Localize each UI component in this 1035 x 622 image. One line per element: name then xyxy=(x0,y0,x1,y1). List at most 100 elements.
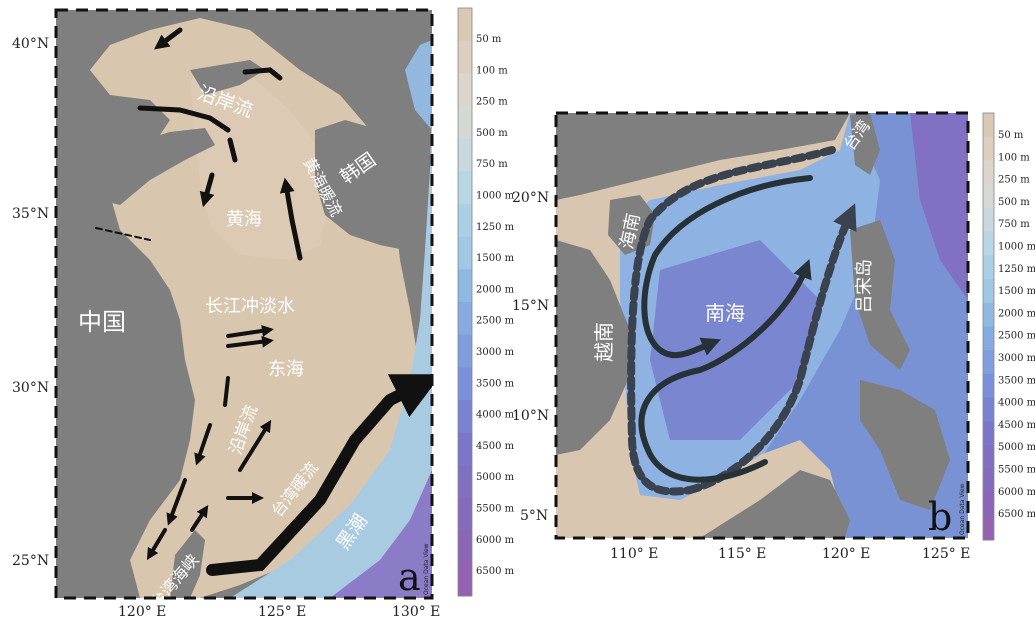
colorbar-label: 6000 m xyxy=(476,535,515,546)
colorbar-swatch xyxy=(458,204,472,238)
colorbar-border xyxy=(457,7,473,597)
colorbar-swatch xyxy=(458,106,472,140)
lon-tick-b-1: 115° E xyxy=(718,546,766,562)
colorbar-label: 1250 m xyxy=(476,222,515,233)
colorbar-label: 100 m xyxy=(476,65,508,76)
colorbar-swatch xyxy=(458,302,472,336)
colorbar-label: 1250 m xyxy=(998,264,1035,275)
current-arrows-a xyxy=(95,27,432,576)
colorbar-swatch xyxy=(458,334,472,368)
colorbar-swatch xyxy=(458,465,472,499)
yellow-sea-water xyxy=(190,75,330,260)
colorbar-label: 4500 m xyxy=(998,420,1035,431)
colorbar-label: 3500 m xyxy=(998,375,1035,386)
deep-water-mid xyxy=(405,40,432,130)
colorbar-label: 750 m xyxy=(476,159,508,170)
colorbar-label: 500 m xyxy=(998,197,1030,208)
colorbar-swatch xyxy=(983,207,994,233)
colorbar-label: 5000 m xyxy=(476,472,515,483)
colorbar-label: 50 m xyxy=(998,130,1024,141)
frame-b xyxy=(554,111,970,540)
colorbar-swatch xyxy=(458,269,472,303)
outer-loop-arrow xyxy=(641,175,813,358)
label-yellow-sea: 黄海 xyxy=(226,209,262,230)
china-coast-b xyxy=(556,113,850,200)
colorbar-label: 1500 m xyxy=(998,286,1035,297)
colorbar-swatch xyxy=(458,400,472,434)
coastal-current-north-arrow-2 xyxy=(242,67,283,81)
colorbar-label: 1000 m xyxy=(998,242,1035,253)
coastal-current-north-arrow-1 xyxy=(154,27,183,50)
ticks-a: 40°N 35°N 30°N 25°N 120° E 125° E 130° E xyxy=(12,36,440,620)
colorbar-swatch xyxy=(458,432,472,466)
colorbar-swatch xyxy=(458,530,472,564)
colorbar-label: 6000 m xyxy=(998,487,1035,498)
colorbar-label: 250 m xyxy=(476,97,508,108)
colorbar-swatch xyxy=(458,8,472,42)
colorbar-swatch xyxy=(983,255,994,280)
colorbar-swatch xyxy=(983,516,994,541)
label-changjiang-diluted-water: 长江冲淡水 xyxy=(205,296,295,317)
colorbar-label: 6500 m xyxy=(998,509,1035,520)
colorbar-swatch xyxy=(983,279,994,304)
lat-tick-b-0: 20°N xyxy=(512,190,549,206)
colorbar-swatch xyxy=(458,73,472,107)
taiwan-island xyxy=(170,530,205,598)
lat-tick-a-3: 25°N xyxy=(12,553,49,569)
dashed-line xyxy=(95,227,151,241)
colorbar-label: 2000 m xyxy=(998,308,1035,319)
deep-east-b xyxy=(910,113,968,300)
map-a: 中国 韩国 黄海 东海 沿岸流 黄海暖流 长江冲淡水 沿岸流 台湾暖流 黑潮 台… xyxy=(56,10,432,598)
colorbar-swatch xyxy=(983,326,994,351)
colorbar-swatch xyxy=(983,445,994,470)
colorbar-label: 6500 m xyxy=(476,566,515,577)
colorbar-label: 2500 m xyxy=(476,316,515,327)
colorbar-label: 50 m xyxy=(476,34,502,45)
label-vietnam: 越南 xyxy=(592,322,616,362)
lon-tick-b-3: 125° E xyxy=(922,546,970,562)
colorbar-swatch xyxy=(983,468,994,494)
colorbar-swatch xyxy=(983,302,994,327)
colorbar-label: 5500 m xyxy=(998,465,1035,476)
colorbar-swatch xyxy=(983,160,994,185)
colorbar-a: 50 m 100 m 250 m 500 m 750 m 1000 m 1250 m 1500… xyxy=(457,7,515,597)
label-south-china-sea: 南海 xyxy=(705,301,745,325)
lat-tick-b-2: 10°N xyxy=(512,408,549,424)
label-east-china-sea: 东海 xyxy=(268,359,304,380)
odv-credit-b: Ocean Data View xyxy=(959,483,966,535)
yellow-sea-warm-current-arrow xyxy=(279,177,303,261)
label-china: 中国 xyxy=(78,308,126,336)
lat-tick-a-2: 30°N xyxy=(12,380,49,396)
coastal-current-north-arrow-3 xyxy=(137,105,231,133)
frame-a xyxy=(54,8,434,600)
borneo xyxy=(700,470,850,538)
changjiang-arrow-1 xyxy=(226,324,274,338)
liaodong-peninsula xyxy=(190,60,265,95)
colorbar-label: 250 m xyxy=(998,175,1030,186)
colorbar-label: 2500 m xyxy=(998,331,1035,342)
colorbar-label: 4000 m xyxy=(476,410,515,421)
colorbar-swatch xyxy=(983,373,994,399)
colorbar-label: 5500 m xyxy=(476,504,515,515)
dotted-eastern-current xyxy=(686,203,857,494)
colorbar-label: 500 m xyxy=(476,128,508,139)
map-b: 海南 越南 南海 台湾 吕宋岛 b Ocean Data View xyxy=(556,113,968,539)
colorbar-swatch xyxy=(983,350,994,375)
coastal-current-north-arrow-5 xyxy=(199,172,215,208)
taiwan-warm-current-arrow-3 xyxy=(190,504,209,532)
lon-tick-a-1: 125° E xyxy=(258,604,306,620)
colorbar-swatch xyxy=(458,40,472,74)
deep-water-purple xyxy=(330,470,432,598)
colorbar-swatch xyxy=(983,231,994,256)
odv-credit-a: Ocean Data View xyxy=(423,543,430,595)
deep-core xyxy=(650,240,820,440)
colorbar-swatch xyxy=(458,171,472,205)
panel-letter-b: b xyxy=(928,495,952,539)
colorbar-border xyxy=(982,112,995,541)
shandong-peninsula xyxy=(100,128,215,205)
lon-tick-b-0: 110° E xyxy=(610,546,658,562)
colorbar-swatch xyxy=(458,236,472,270)
colorbar-swatch xyxy=(983,113,994,138)
colorbar-label: 750 m xyxy=(998,219,1030,230)
korea-peninsula xyxy=(315,120,425,250)
